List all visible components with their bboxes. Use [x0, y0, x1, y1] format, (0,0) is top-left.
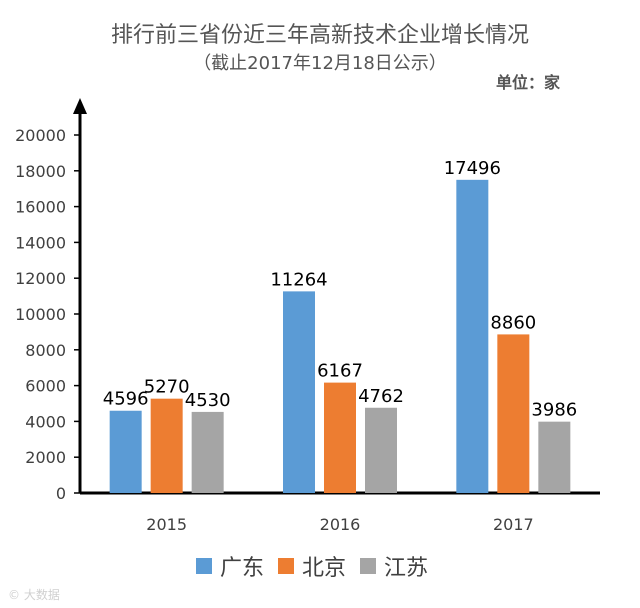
- chart-title: 排行前三省份近三年高新技术企业增长情况: [111, 23, 529, 48]
- x-tick-label: 2017: [493, 515, 534, 534]
- legend-label: 北京: [302, 556, 346, 581]
- data-label: 6167: [317, 361, 363, 382]
- y-tick-label: 2000: [25, 448, 66, 467]
- data-label: 3986: [531, 400, 577, 421]
- legend-label: 广东: [220, 556, 264, 581]
- y-tick-label: 10000: [15, 305, 66, 324]
- data-label: 5270: [144, 377, 190, 398]
- data-label: 4530: [185, 390, 231, 411]
- chart-subtitle: （截止2017年12月18日公示）: [193, 53, 447, 74]
- y-tick-label: 4000: [25, 412, 66, 431]
- y-tick-label: 12000: [15, 269, 66, 288]
- bar-江苏-2016: [365, 407, 397, 493]
- y-tick-label: 0: [56, 484, 66, 503]
- bar-广东-2017: [456, 179, 489, 493]
- legend-swatch-江苏: [360, 558, 376, 574]
- bar-北京-2015: [150, 398, 183, 493]
- unit-label: 单位：家: [496, 73, 561, 92]
- data-label: 11264: [270, 269, 327, 290]
- bar-北京-2016: [324, 382, 356, 493]
- axes: 0 2000 4000 6000 8000 10000 12000 14000 16000 180…: [15, 98, 600, 534]
- x-tick-label: 2015: [146, 515, 187, 534]
- data-label: 4596: [103, 389, 149, 410]
- data-label: 17496: [444, 158, 501, 179]
- legend-swatch-广东: [196, 558, 212, 574]
- legend-swatch-北京: [278, 558, 294, 574]
- y-tick-label: 14000: [15, 233, 66, 252]
- y-axis-arrow: [73, 98, 87, 114]
- bar-北京-2017: [497, 334, 530, 493]
- y-tick-label: 6000: [25, 377, 66, 396]
- data-label: 8860: [490, 312, 536, 333]
- legend-label: 江苏: [384, 556, 428, 581]
- bar-江苏-2017: [538, 421, 571, 493]
- y-tick-label: 8000: [25, 341, 66, 360]
- y-tick-label: 18000: [15, 162, 66, 181]
- watermark: © 大数据: [8, 588, 60, 602]
- bar-广东-2015: [109, 410, 142, 493]
- bar-广东-2016: [283, 291, 315, 493]
- y-tick-label: 20000: [15, 126, 66, 145]
- x-tick-label: 2016: [320, 515, 361, 534]
- y-tick-label: 16000: [15, 198, 66, 217]
- bar-江苏-2015: [191, 411, 224, 493]
- legend: 广东 北京 江苏: [196, 556, 428, 581]
- data-label: 4762: [358, 386, 404, 407]
